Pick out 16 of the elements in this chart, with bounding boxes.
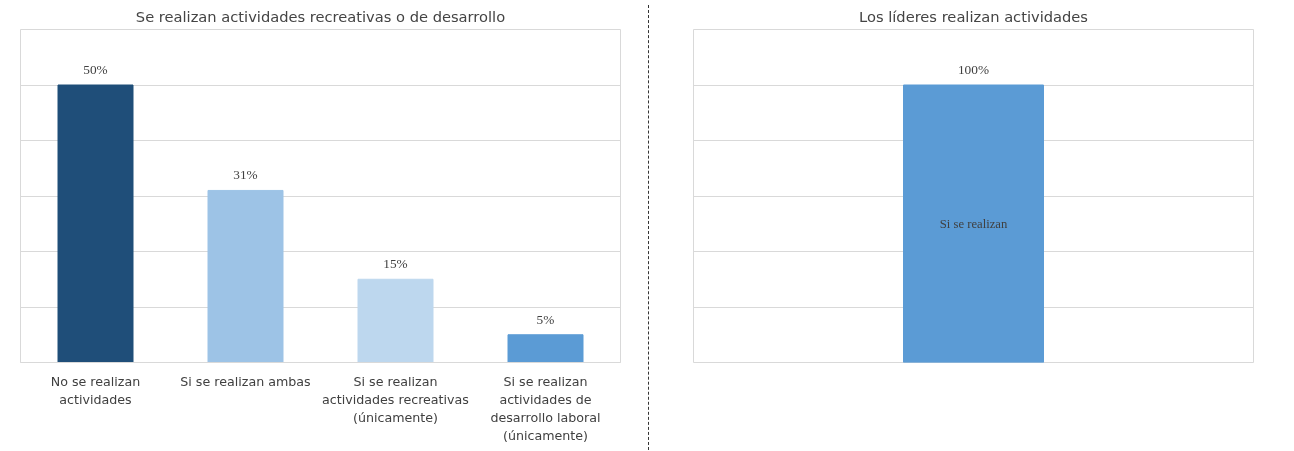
data-label: 15% [383, 256, 408, 272]
data-label: 5% [536, 311, 555, 327]
chart-title: Los líderes realizan actividades [859, 7, 1088, 25]
annotation: Si se realizan [939, 216, 1008, 231]
bar [357, 278, 434, 363]
data-label: 50% [83, 62, 108, 77]
bar [507, 334, 584, 363]
x-tick-label: Si se realizan actividades recreativas (únicamente) [322, 373, 469, 425]
bar [207, 189, 284, 363]
chart-title: Se realizan actividades recreativas o de desarrollo [135, 7, 506, 25]
x-tick-label: Si se realizan actividades de desarrollo laboral (únicamente) [490, 373, 601, 443]
x-tick-label: Si se realizan ambas [180, 373, 311, 389]
x-tick-label: No se realizan actividades [50, 373, 141, 407]
data-label: 31% [233, 167, 258, 183]
bar [57, 84, 134, 363]
data-label: 100% [957, 62, 990, 77]
